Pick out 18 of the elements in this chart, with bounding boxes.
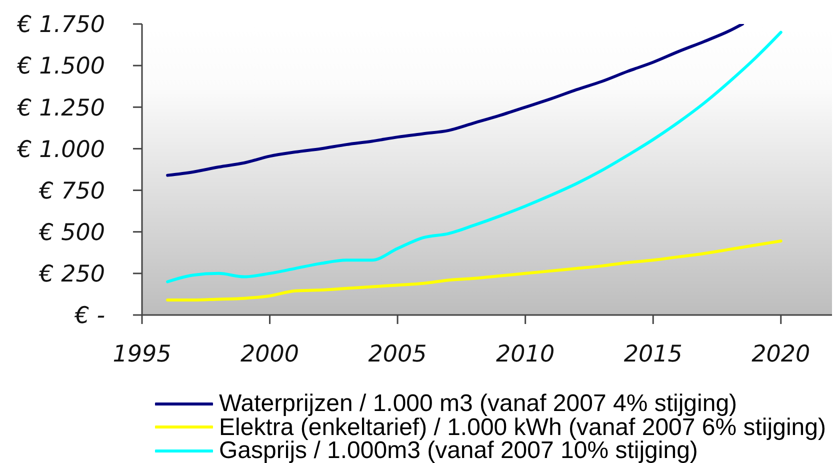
y-tick-label: € 750: [38, 178, 105, 204]
y-tick-label: € 500: [38, 220, 105, 246]
y-tick-label: € 1.750: [16, 12, 105, 38]
line-series: [166, 240, 782, 302]
x-tick-label: 2010: [496, 341, 555, 368]
line-series: [166, 24, 744, 177]
y-tick-label: € 250: [38, 262, 105, 288]
x-tick-label: 2005: [368, 341, 427, 368]
line-series: [166, 30, 782, 284]
y-tick-label: € -: [74, 303, 105, 330]
y-tick-label: € 1.250: [16, 95, 105, 122]
x-tick-label: 2015: [624, 341, 682, 368]
x-tick-label: 2000: [240, 341, 300, 368]
x-tick-label: 2020: [752, 341, 810, 368]
x-tick-label: 1995: [112, 341, 172, 368]
y-tick-label: € 1.000: [16, 136, 105, 163]
legend-label: Waterprijzen / 1.000 m3 (vanaf 2007 4% stijging): [219, 390, 738, 417]
y-tick-label: € 1.500: [16, 54, 105, 80]
